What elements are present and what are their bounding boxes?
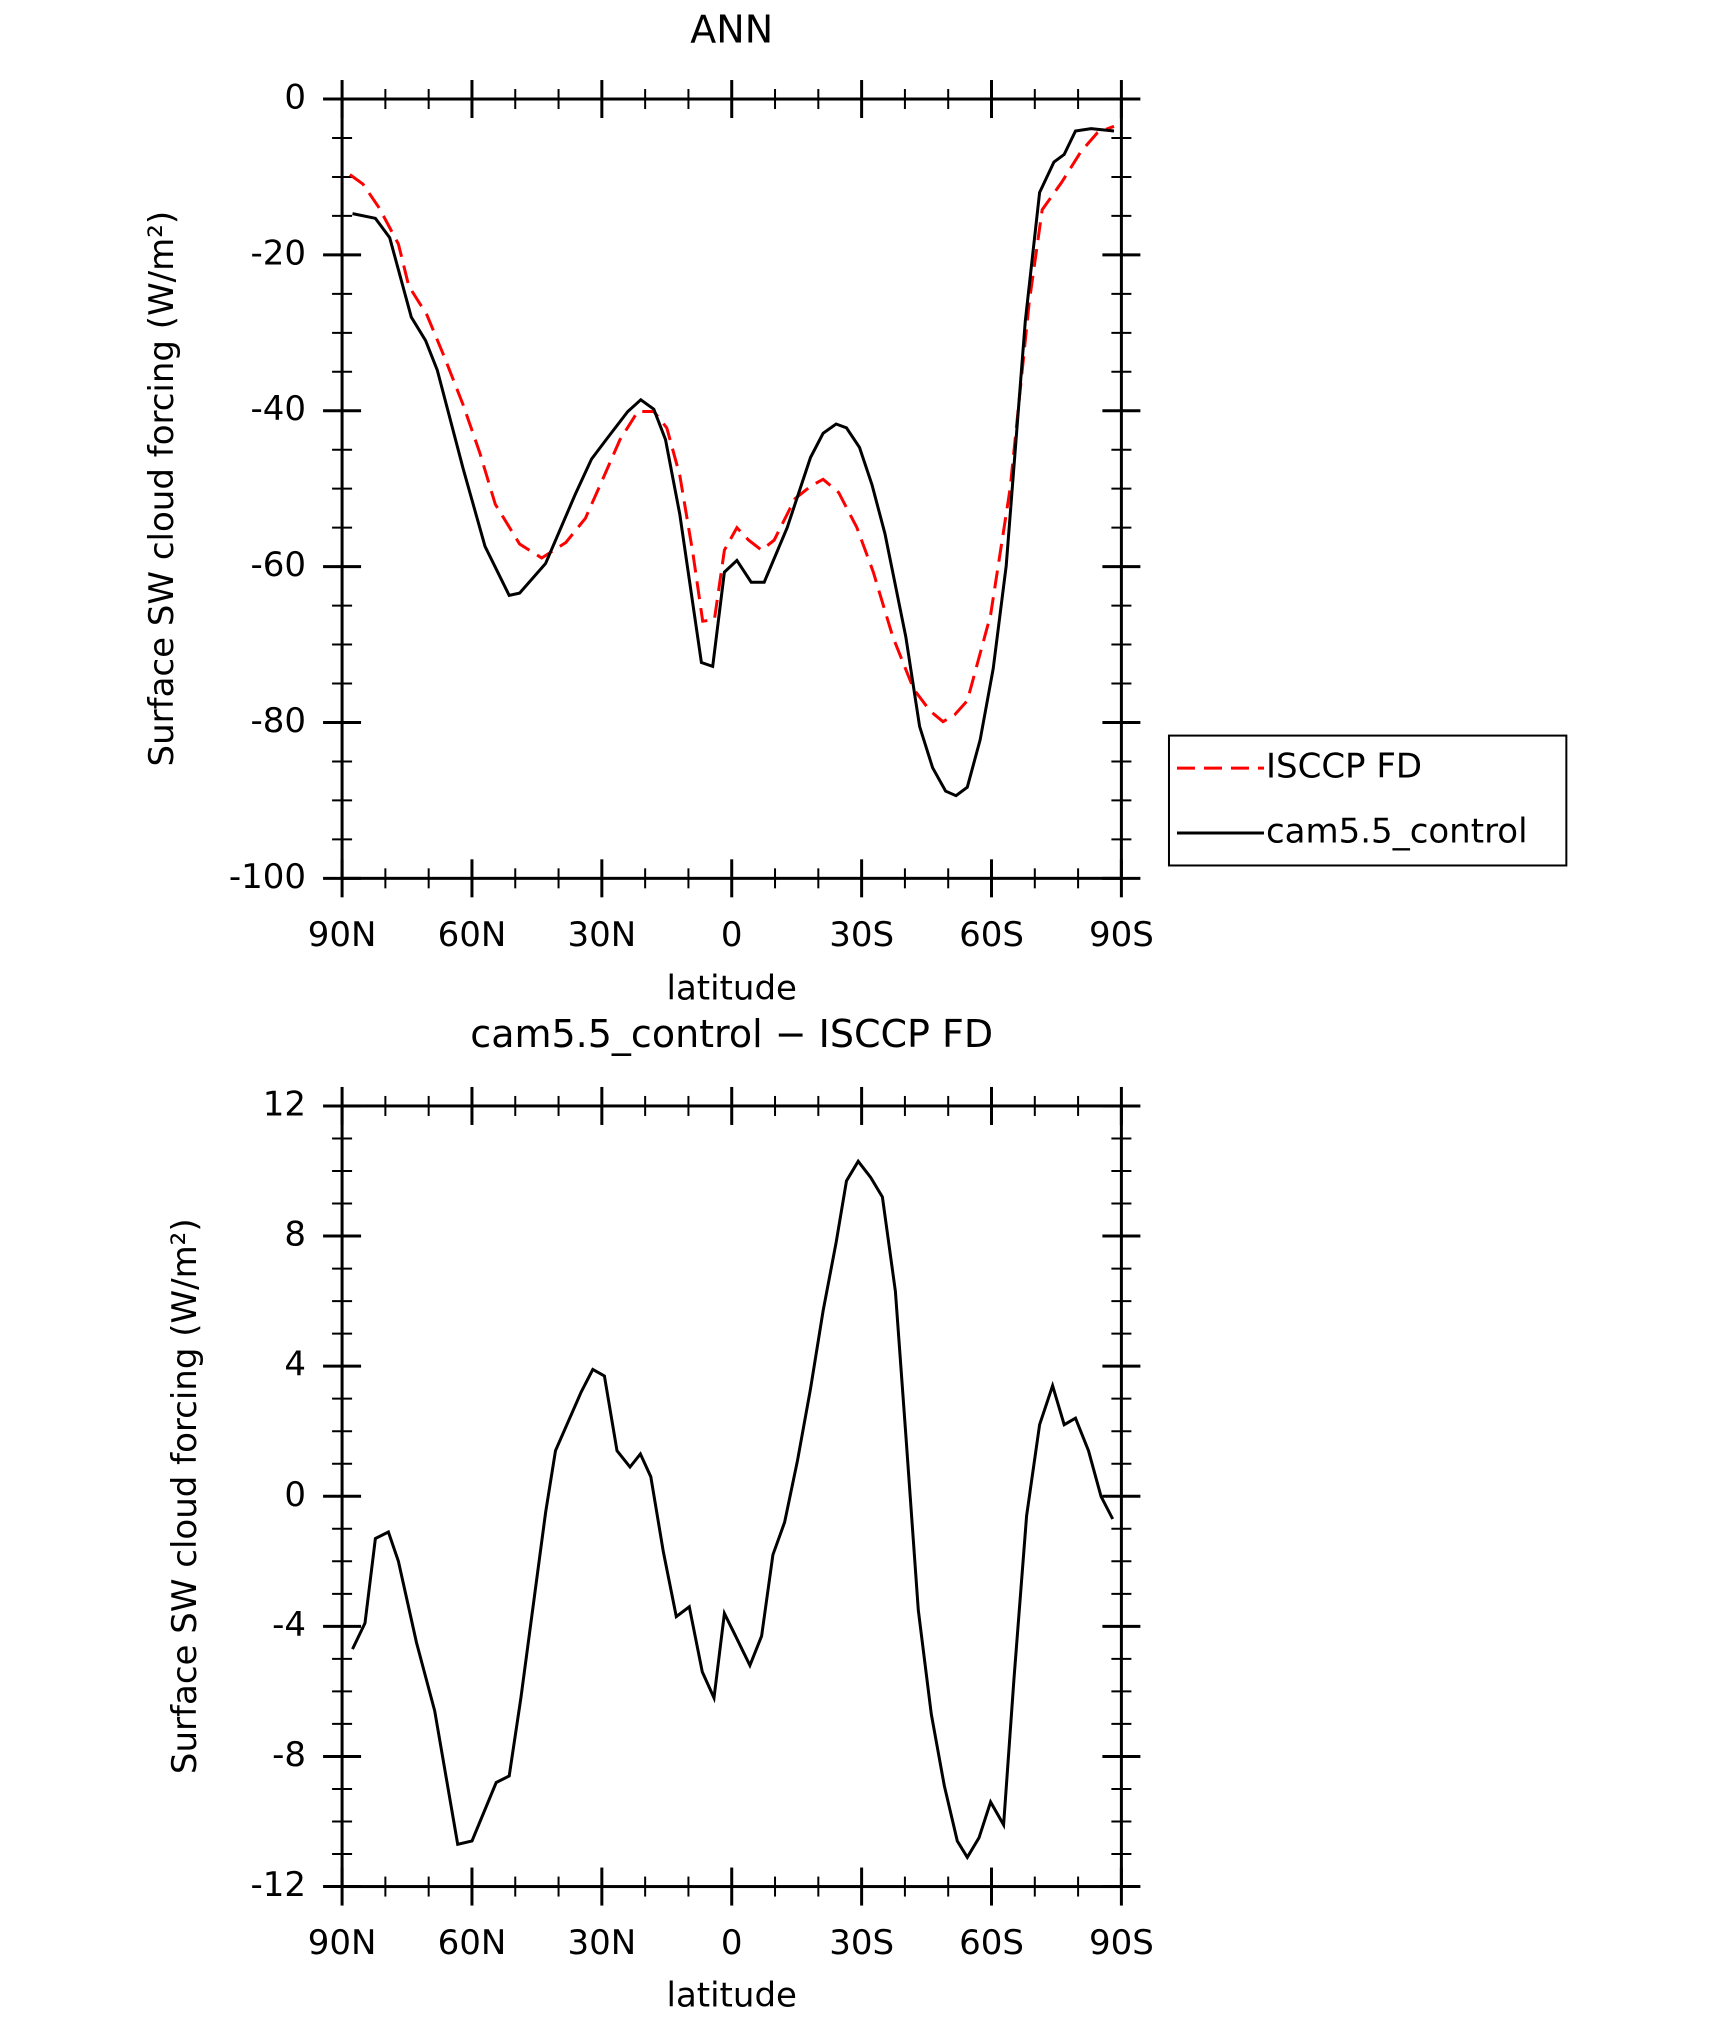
- y-tick-label: -12: [251, 1865, 307, 1905]
- y-tick-label: 12: [263, 1084, 306, 1124]
- x-tick-label: 30N: [567, 1923, 636, 1963]
- y-tick-label: -100: [229, 857, 306, 897]
- x-tick-label: 30S: [829, 915, 894, 955]
- legend: ISCCP FD cam5.5_control: [1167, 734, 1568, 867]
- series-line: [352, 127, 1115, 798]
- plot-frame: [340, 1104, 1123, 1889]
- plot-frame: [340, 97, 1123, 880]
- x-tick-label: 90N: [308, 915, 377, 955]
- y-tick-label: -60: [251, 545, 307, 585]
- legend-box: [1167, 734, 1568, 867]
- x-tick-label: 0: [721, 1923, 743, 1963]
- x-tick-label: 0: [721, 915, 743, 955]
- y-tick-label: -80: [251, 701, 307, 741]
- x-tick-label: 60N: [438, 1923, 507, 1963]
- x-axis-label: latitude: [667, 1976, 797, 2016]
- series-line: [351, 1158, 1115, 1861]
- y-tick-label: 8: [284, 1215, 306, 1255]
- x-tick-label: 90S: [1089, 1923, 1154, 1963]
- legend-label: ISCCP FD: [1266, 747, 1422, 787]
- x-tick-label: 30N: [567, 915, 636, 955]
- x-tick-label: 60N: [438, 915, 507, 955]
- y-tick-label: -20: [251, 233, 307, 273]
- x-tick-label: 90S: [1089, 915, 1154, 955]
- y-tick-label: -40: [251, 389, 307, 429]
- chart: cam5.5_control − ISCCP FD latitude Surface…: [165, 1012, 1154, 2016]
- x-tick-label: 60S: [959, 1923, 1024, 1963]
- x-tick-label: 30S: [829, 1923, 894, 1963]
- legend-label: cam5.5_control: [1266, 812, 1528, 852]
- y-tick-label: 0: [284, 78, 306, 118]
- y-tick-label: 4: [284, 1345, 306, 1385]
- y-axis-label: Surface SW cloud forcing (W/m²): [165, 1218, 205, 1774]
- y-axis-label: Surface SW cloud forcing (W/m²): [142, 211, 182, 767]
- x-axis-label: latitude: [667, 969, 797, 1009]
- y-tick-label: 0: [284, 1475, 306, 1515]
- x-tick-label: 60S: [959, 915, 1024, 955]
- series-line: [349, 124, 1115, 724]
- y-tick-label: -8: [272, 1735, 306, 1775]
- chart-title: cam5.5_control − ISCCP FD: [470, 1012, 993, 1056]
- chart-title: ANN: [690, 8, 773, 52]
- y-tick-label: -4: [272, 1605, 306, 1645]
- chart: ANN latitude Surface SW cloud forcing (W/m…: [142, 8, 1568, 1009]
- x-tick-label: 90N: [308, 1923, 377, 1963]
